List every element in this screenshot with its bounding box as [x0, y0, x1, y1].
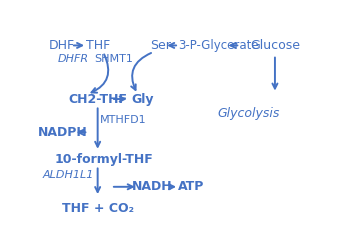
Text: NADPH: NADPH: [38, 126, 88, 139]
Text: 10-formyl-THF: 10-formyl-THF: [55, 153, 154, 166]
Text: NADH: NADH: [132, 180, 173, 193]
Text: Gly: Gly: [132, 93, 154, 106]
Text: Glucose: Glucose: [250, 39, 300, 52]
Text: ATP: ATP: [178, 180, 204, 193]
Text: Ser: Ser: [150, 39, 171, 52]
Text: Glycolysis: Glycolysis: [217, 107, 279, 120]
Text: ALDH1L1: ALDH1L1: [43, 170, 94, 180]
Text: SHMT1: SHMT1: [94, 54, 133, 64]
Text: DHF: DHF: [49, 39, 75, 52]
Text: 3-P-Glycerate: 3-P-Glycerate: [179, 39, 259, 52]
Text: THF + CO₂: THF + CO₂: [62, 202, 134, 215]
Text: THF: THF: [86, 39, 110, 52]
Text: DHFR: DHFR: [58, 54, 89, 64]
Text: MTHFD1: MTHFD1: [100, 115, 146, 125]
Text: CH2-THF: CH2-THF: [68, 93, 127, 106]
